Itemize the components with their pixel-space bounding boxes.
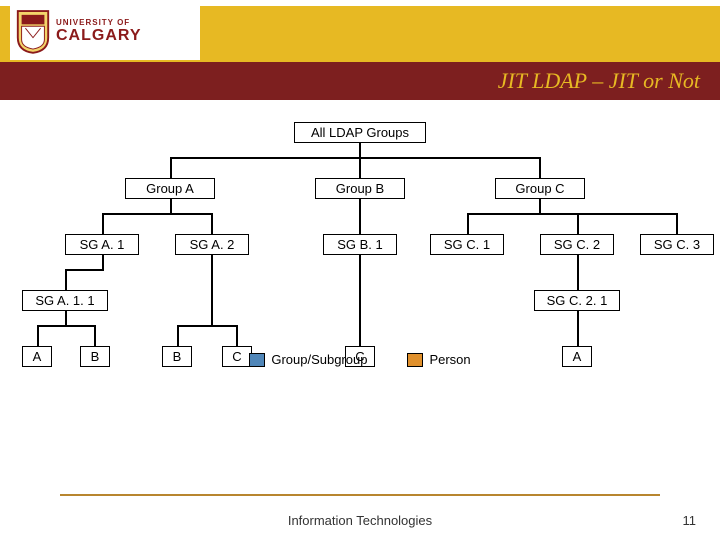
node-group-a: Group A: [125, 178, 215, 199]
edge: [467, 213, 677, 215]
node-sg-a1: SG A. 1: [65, 234, 139, 255]
edge: [37, 325, 39, 346]
legend: Group/Subgroup Person: [0, 352, 720, 367]
crest-icon: [14, 7, 52, 55]
node-sg-c2: SG C. 2: [540, 234, 614, 255]
edge: [211, 213, 213, 234]
edge: [65, 269, 104, 271]
legend-person-label: Person: [429, 352, 470, 367]
edge: [102, 213, 212, 215]
title-bar: JIT LDAP – JIT or Not: [0, 62, 720, 100]
logo-text: UNIVERSITY OF CALGARY: [56, 18, 142, 45]
footer-text: Information Technologies: [0, 513, 720, 528]
node-root: All LDAP Groups: [294, 122, 426, 143]
edge: [170, 157, 172, 178]
legend-person: Person: [407, 352, 470, 367]
footer-rule: [60, 494, 660, 496]
edge: [170, 157, 540, 159]
edge: [65, 269, 67, 290]
edge: [539, 157, 541, 178]
edge: [359, 199, 361, 234]
node-sg-c1: SG C. 1: [430, 234, 504, 255]
edge: [177, 325, 179, 346]
edge: [177, 325, 237, 327]
edge: [236, 325, 238, 346]
logo-area: UNIVERSITY OF CALGARY: [10, 2, 200, 60]
swatch-group-icon: [249, 353, 265, 367]
logo-top: UNIVERSITY OF: [56, 18, 142, 27]
swatch-person-icon: [407, 353, 423, 367]
edge: [359, 143, 361, 157]
edge: [676, 213, 678, 234]
edge: [359, 157, 361, 178]
page-number: 11: [683, 513, 697, 528]
node-sg-a2: SG A. 2: [175, 234, 249, 255]
edge: [467, 213, 469, 234]
edge: [94, 325, 96, 346]
node-sg-b1: SG B. 1: [323, 234, 397, 255]
legend-group: Group/Subgroup: [249, 352, 367, 367]
node-sg-c21: SG C. 2. 1: [534, 290, 620, 311]
node-sg-a11: SG A. 1. 1: [22, 290, 108, 311]
edge: [211, 255, 213, 325]
edge: [65, 311, 67, 325]
edge: [359, 255, 361, 346]
edge: [37, 325, 95, 327]
logo-name: CALGARY: [56, 27, 142, 45]
edge: [102, 213, 104, 234]
tree-diagram: All LDAP Groups Group A Group B Group C …: [0, 110, 720, 480]
edge: [170, 199, 172, 213]
node-group-c: Group C: [495, 178, 585, 199]
node-group-b: Group B: [315, 178, 405, 199]
edge: [577, 213, 579, 234]
slide-title: JIT LDAP – JIT or Not: [498, 68, 700, 94]
edge: [539, 199, 541, 213]
edge: [577, 255, 579, 290]
node-sg-c3: SG C. 3: [640, 234, 714, 255]
edge: [577, 311, 579, 346]
legend-group-label: Group/Subgroup: [271, 352, 367, 367]
edge: [102, 255, 104, 269]
